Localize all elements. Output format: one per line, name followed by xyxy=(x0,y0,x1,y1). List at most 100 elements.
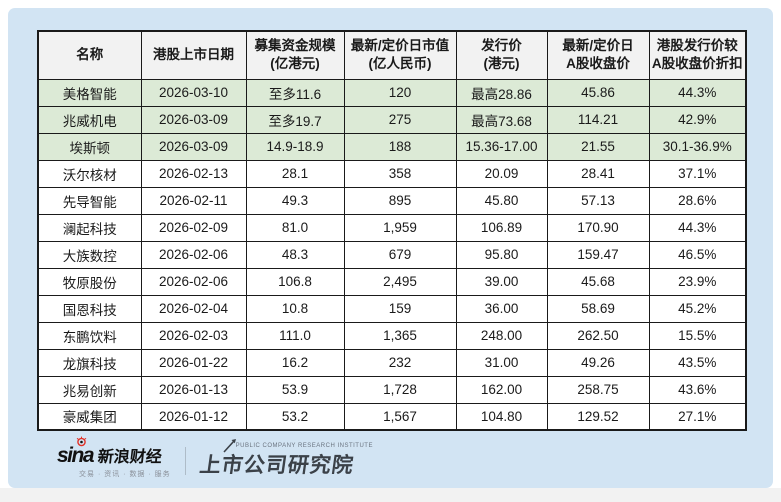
cell-a-share-close: 114.21 xyxy=(546,105,650,134)
cell-issue-price: 248.00 xyxy=(455,321,548,350)
cell-discount: 44.3% xyxy=(648,213,747,242)
cell-discount: 42.9% xyxy=(648,105,747,134)
cell-raise-scale: 至多11.6 xyxy=(245,78,345,107)
footer-logos: sina 新浪财经 交易 · 资讯 · 数据 · 服务 PUBLIC COMPA… xyxy=(57,436,373,481)
cell-discount: 43.5% xyxy=(648,348,747,377)
cell-a-share-close: 45.86 xyxy=(546,78,650,107)
institute-subtitle: PUBLIC COMPANY RESEARCH INSTITUTE xyxy=(235,443,373,449)
table-row: 龙旗科技 2026-01-22 16.2 232 31.00 49.26 43.5% xyxy=(37,348,747,377)
cell-raise-scale: 28.1 xyxy=(245,159,345,188)
cell-raise-scale: 10.8 xyxy=(245,294,345,323)
cell-market-cap: 1,365 xyxy=(343,321,457,350)
cell-discount: 46.5% xyxy=(648,240,747,269)
table-row: 埃斯顿 2026-03-09 14.9-18.9 188 15.36-17.00 21.5… xyxy=(37,132,747,161)
cell-discount: 45.2% xyxy=(648,294,747,323)
cell-a-share-close: 49.26 xyxy=(546,348,650,377)
cell-list-date: 2026-01-22 xyxy=(140,348,247,377)
cell-issue-price: 最高28.86 xyxy=(455,78,548,107)
cell-name: 澜起科技 xyxy=(37,213,142,242)
cell-discount: 28.6% xyxy=(648,186,747,215)
cell-raise-scale: 111.0 xyxy=(245,321,345,350)
table-row: 东鹏饮料 2026-02-03 111.0 1,365 248.00 262.50 15.5… xyxy=(37,321,747,350)
cell-discount: 37.1% xyxy=(648,159,747,188)
table-row: 沃尔核材 2026-02-13 28.1 358 20.09 28.41 37.1% xyxy=(37,159,747,188)
cell-market-cap: 275 xyxy=(343,105,457,134)
cell-name: 东鹏饮料 xyxy=(37,321,142,350)
cell-a-share-close: 57.13 xyxy=(546,186,650,215)
col-header-list-date: 港股上市日期 xyxy=(140,30,247,80)
cell-market-cap: 159 xyxy=(343,294,457,323)
cell-market-cap: 1,567 xyxy=(343,402,457,431)
cell-name: 龙旗科技 xyxy=(37,348,142,377)
table-row: 兆易创新 2026-01-13 53.9 1,728 162.00 258.75 43.6% xyxy=(37,375,747,404)
cell-issue-price: 95.80 xyxy=(455,240,548,269)
footer-divider xyxy=(184,447,186,475)
col-header-market-cap: 最新/定价日市值 (亿人民币) xyxy=(343,30,457,80)
cell-list-date: 2026-02-09 xyxy=(140,213,247,242)
col-header-discount: 港股发行价较 A股收盘价折扣 xyxy=(648,30,747,80)
cell-discount: 15.5% xyxy=(648,321,747,350)
cell-name: 牧原股份 xyxy=(37,267,142,296)
sina-finance-wordmark: 新浪财经 xyxy=(96,449,163,466)
cell-issue-price: 15.36-17.00 xyxy=(455,132,548,161)
cell-discount: 44.3% xyxy=(648,78,747,107)
cell-discount: 23.9% xyxy=(648,267,747,296)
sina-wordmark: sina xyxy=(57,444,95,467)
table-row: 牧原股份 2026-02-06 106.8 2,495 39.00 45.68 23.9% xyxy=(37,267,747,296)
cell-issue-price: 104.80 xyxy=(455,402,548,431)
cell-market-cap: 2,495 xyxy=(343,267,457,296)
cell-name: 埃斯顿 xyxy=(37,132,142,161)
hk-listing-table: 名称 港股上市日期 募集资金规模 (亿港元) 最新/定价日市值 (亿人民币) 发行价… xyxy=(37,30,747,431)
cell-name: 豪威集团 xyxy=(37,402,142,431)
cell-name: 兆易创新 xyxy=(37,375,142,404)
cell-list-date: 2026-02-03 xyxy=(140,321,247,350)
cell-name: 大族数控 xyxy=(37,240,142,269)
cell-list-date: 2026-03-09 xyxy=(140,105,247,134)
table-row: 大族数控 2026-02-06 48.3 679 95.80 159.47 46.5% xyxy=(37,240,747,269)
cell-a-share-close: 170.90 xyxy=(546,213,650,242)
cell-a-share-close: 258.75 xyxy=(546,375,650,404)
cell-a-share-close: 159.47 xyxy=(546,240,650,269)
cell-issue-price: 39.00 xyxy=(455,267,548,296)
col-header-raise-scale: 募集资金规模 (亿港元) xyxy=(245,30,345,80)
cell-raise-scale: 53.9 xyxy=(245,375,345,404)
bottom-strip xyxy=(0,488,781,502)
cell-raise-scale: 至多19.7 xyxy=(245,105,345,134)
table-row: 国恩科技 2026-02-04 10.8 159 36.00 58.69 45.2% xyxy=(37,294,747,323)
cell-a-share-close: 58.69 xyxy=(546,294,650,323)
cell-raise-scale: 106.8 xyxy=(245,267,345,296)
table-header: 名称 港股上市日期 募集资金规模 (亿港元) 最新/定价日市值 (亿人民币) 发行价… xyxy=(37,30,747,80)
cell-a-share-close: 21.55 xyxy=(546,132,650,161)
cell-list-date: 2026-02-11 xyxy=(140,186,247,215)
table-row: 澜起科技 2026-02-09 81.0 1,959 106.89 170.90 44.3% xyxy=(37,213,747,242)
table-row: 兆威机电 2026-03-09 至多19.7 275 最高73.68 114.21 42.9… xyxy=(37,105,747,134)
cell-raise-scale: 14.9-18.9 xyxy=(245,132,345,161)
cell-discount: 27.1% xyxy=(648,402,747,431)
cell-discount: 30.1-36.9% xyxy=(648,132,747,161)
cell-raise-scale: 16.2 xyxy=(245,348,345,377)
cell-list-date: 2026-01-13 xyxy=(140,375,247,404)
cell-issue-price: 162.00 xyxy=(455,375,548,404)
cell-name: 兆威机电 xyxy=(37,105,142,134)
sina-eye-icon xyxy=(75,434,88,452)
cell-market-cap: 895 xyxy=(343,186,457,215)
cell-list-date: 2026-02-13 xyxy=(140,159,247,188)
cell-a-share-close: 262.50 xyxy=(546,321,650,350)
cell-issue-price: 106.89 xyxy=(455,213,548,242)
cell-list-date: 2026-02-04 xyxy=(140,294,247,323)
table-row: 美格智能 2026-03-10 至多11.6 120 最高28.86 45.86 44.3% xyxy=(37,78,747,107)
cell-issue-price: 36.00 xyxy=(455,294,548,323)
cell-discount: 43.6% xyxy=(648,375,747,404)
sina-finance-logo: sina 新浪财经 交易 · 资讯 · 数据 · 服务 xyxy=(57,436,171,479)
cell-issue-price: 最高73.68 xyxy=(455,105,548,134)
cell-raise-scale: 48.3 xyxy=(245,240,345,269)
cell-list-date: 2026-01-12 xyxy=(140,402,247,431)
institute-wordmark: 上市公司研究院 xyxy=(197,454,356,477)
cell-name: 美格智能 xyxy=(37,78,142,107)
sina-tagline: 交易 · 资讯 · 数据 · 服务 xyxy=(79,471,171,478)
cell-market-cap: 1,728 xyxy=(343,375,457,404)
cell-a-share-close: 45.68 xyxy=(546,267,650,296)
cell-name: 沃尔核材 xyxy=(37,159,142,188)
table-row: 先导智能 2026-02-11 49.3 895 45.80 57.13 28.6% xyxy=(37,186,747,215)
cell-name: 国恩科技 xyxy=(37,294,142,323)
